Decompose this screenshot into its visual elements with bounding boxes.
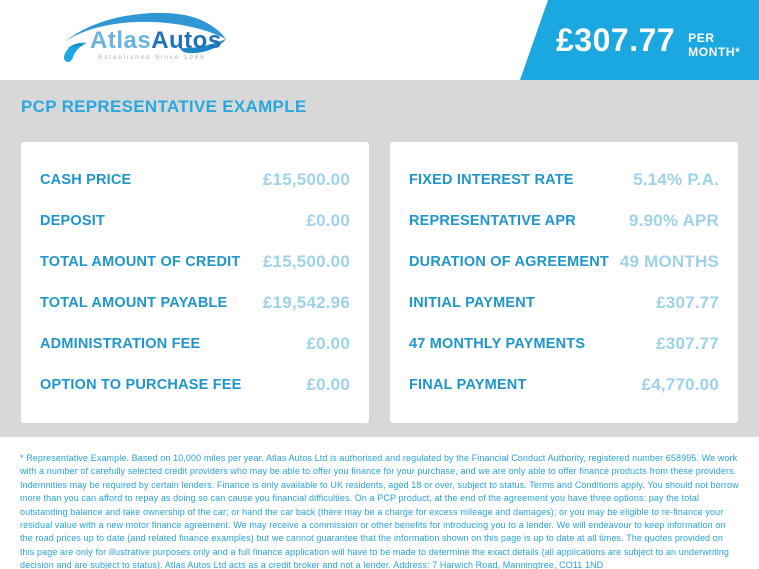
monthly-price: £307.77 <box>556 21 676 58</box>
row-value: £19,542.96 <box>262 293 350 312</box>
representative-example-disclaimer: * Representative Example. Based on 10,00… <box>20 453 739 569</box>
table-row: ADMINISTRATION FEE £0.00 <box>40 324 350 364</box>
row-label: DEPOSIT <box>40 213 106 229</box>
row-value: £15,500.00 <box>262 170 350 189</box>
row-label: TOTAL AMOUNT OF CREDIT <box>40 254 241 270</box>
finance-cards: CASH PRICE £15,500.00 DEPOSIT £0.00 TOTA… <box>21 142 738 423</box>
row-label: OPTION TO PURCHASE FEE <box>40 377 242 393</box>
table-row: DEPOSIT £0.00 <box>40 201 350 241</box>
row-value: £4,770.00 <box>641 375 719 394</box>
table-row: DURATION OF AGREEMENT 49 MONTHS <box>409 242 719 282</box>
row-label: FIXED INTEREST RATE <box>409 172 574 188</box>
row-value: 49 MONTHS <box>619 252 719 271</box>
atlas-autos-logo: AtlasAutos Established Since 1986 <box>60 5 230 75</box>
row-value: 9.90% APR <box>629 211 719 230</box>
row-label: INITIAL PAYMENT <box>409 295 535 311</box>
finance-card-left: CASH PRICE £15,500.00 DEPOSIT £0.00 TOTA… <box>21 142 369 423</box>
monthly-price-banner: £307.77 PER MONTH* <box>520 0 759 80</box>
table-row: OPTION TO PURCHASE FEE £0.00 <box>40 365 350 405</box>
table-row: INITIAL PAYMENT £307.77 <box>409 283 719 323</box>
logo-tagline: Established Since 1986 <box>98 54 206 61</box>
row-value: £0.00 <box>306 334 350 353</box>
row-label: DURATION OF AGREEMENT <box>409 254 609 270</box>
logo-word-autos: Autos <box>151 27 222 54</box>
monthly-price-suffix: PER MONTH* <box>688 30 741 59</box>
table-row: CASH PRICE £15,500.00 <box>40 160 350 200</box>
table-row: FINAL PAYMENT £4,770.00 <box>409 365 719 405</box>
logo-wordmark: AtlasAutos <box>90 27 222 55</box>
row-label: ADMINISTRATION FEE <box>40 336 201 352</box>
table-row: TOTAL AMOUNT PAYABLE £19,542.96 <box>40 283 350 323</box>
row-value: £15,500.00 <box>262 252 350 271</box>
example-section: PCP REPRESENTATIVE EXAMPLE CASH PRICE £1… <box>0 80 759 437</box>
table-row: TOTAL AMOUNT OF CREDIT £15,500.00 <box>40 242 350 282</box>
row-label: REPRESENTATIVE APR <box>409 213 576 229</box>
table-row: REPRESENTATIVE APR 9.90% APR <box>409 201 719 241</box>
row-label: FINAL PAYMENT <box>409 377 527 393</box>
footer: * Representative Example. Based on 10,00… <box>0 437 759 569</box>
row-value: 5.14% P.A. <box>633 170 719 189</box>
table-row: 47 MONTHLY PAYMENTS £307.77 <box>409 324 719 364</box>
page-title: PCP REPRESENTATIVE EXAMPLE <box>21 97 307 116</box>
row-label: CASH PRICE <box>40 172 132 188</box>
row-value: £0.00 <box>306 375 350 394</box>
logo-word-atlas: Atlas <box>90 27 152 54</box>
header: AtlasAutos Established Since 1986 £307.7… <box>0 0 759 80</box>
table-row: FIXED INTEREST RATE 5.14% P.A. <box>409 160 719 200</box>
row-label: TOTAL AMOUNT PAYABLE <box>40 295 228 311</box>
row-value: £0.00 <box>306 211 350 230</box>
row-label: 47 MONTHLY PAYMENTS <box>409 336 586 352</box>
row-value: £307.77 <box>656 334 719 353</box>
finance-card-right: FIXED INTEREST RATE 5.14% P.A. REPRESENT… <box>390 142 738 423</box>
row-value: £307.77 <box>656 293 719 312</box>
